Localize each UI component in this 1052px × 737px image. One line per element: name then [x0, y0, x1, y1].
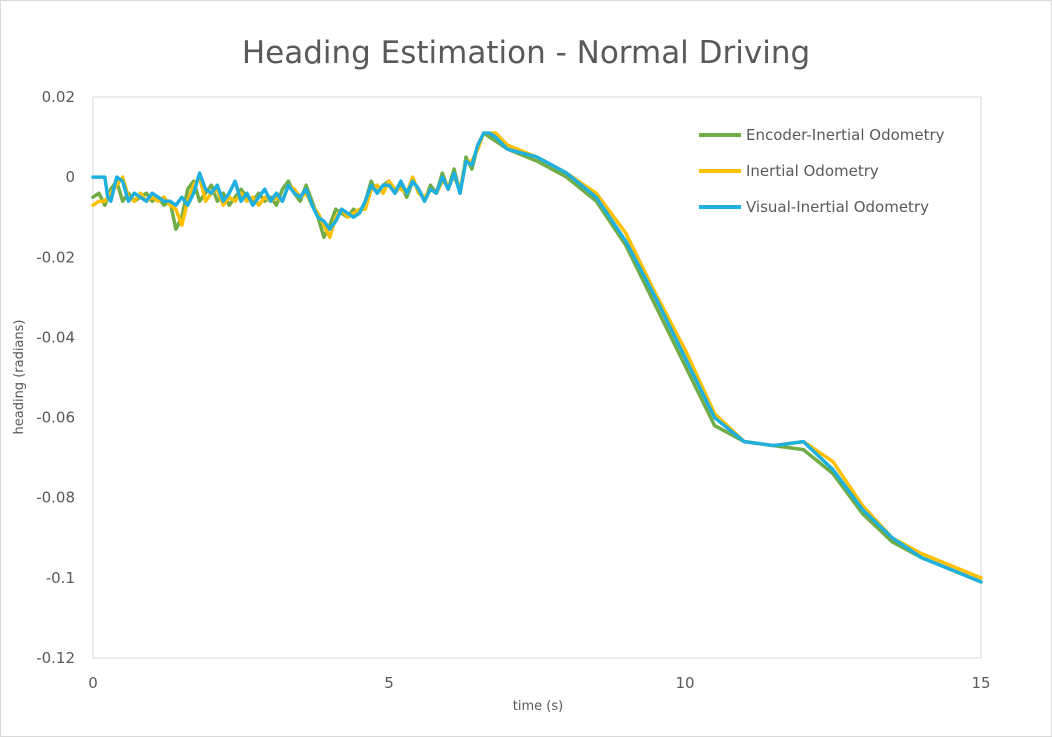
y-tick-label: -0.02: [36, 248, 75, 266]
y-tick-label: -0.06: [36, 409, 75, 427]
x-tick-label: 10: [675, 674, 694, 692]
plot-border: [92, 96, 982, 659]
y-tick-label: 0: [65, 168, 75, 186]
chart-title: Heading Estimation - Normal Driving: [242, 35, 810, 71]
series-line-2: [91, 131, 983, 584]
x-tick-label: 5: [384, 674, 394, 692]
plot-area: [92, 96, 982, 659]
legend-label-2: Visual-Inertial Odometry: [746, 198, 929, 216]
x-tick-label: 0: [88, 674, 98, 692]
y-tick-label: -0.08: [36, 489, 75, 507]
x-axis-label: time (s): [513, 699, 563, 714]
legend-label-0: Encoder-Inertial Odometry: [746, 126, 945, 144]
y-axis-ticks: 0.02 0 -0.02 -0.04 -0.06 -0.08 -0.1 -0.12: [36, 88, 75, 667]
y-axis-label: heading (radians): [12, 320, 27, 435]
y-tick-label: -0.1: [46, 569, 75, 587]
series-lines: [91, 131, 983, 584]
y-tick-label: -0.04: [36, 328, 75, 346]
y-tick-label: -0.12: [36, 649, 75, 667]
x-tick-label: 15: [971, 674, 990, 692]
legend-label-1: Inertial Odometry: [746, 162, 879, 180]
x-axis-ticks: 0 5 10 15: [88, 674, 990, 692]
y-tick-label: 0.02: [42, 88, 75, 106]
legend: Encoder-Inertial Odometry Inertial Odomet…: [699, 126, 945, 216]
